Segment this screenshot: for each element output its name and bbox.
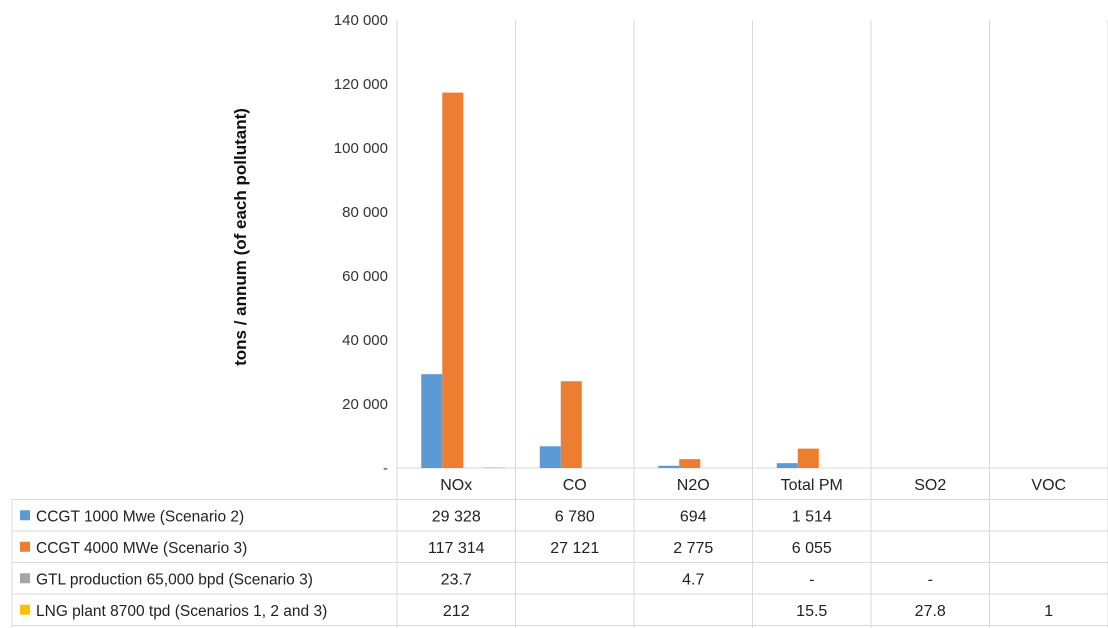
data-cell: 117 314	[428, 540, 485, 557]
data-cell: 4.7	[682, 571, 704, 588]
data-cell: 1	[1044, 603, 1053, 620]
data-cell: 6 780	[555, 508, 595, 525]
series-label: CCGT 4000 MWe (Scenario 3)	[36, 540, 247, 557]
bar-total-pm	[776, 463, 798, 468]
bar-co	[560, 381, 582, 468]
y-tick-label: 20 000	[342, 396, 388, 413]
y-tick-label: 80 000	[342, 204, 388, 221]
category-label: N2O	[677, 477, 710, 494]
bar-nox	[421, 374, 443, 468]
bar-n2o	[658, 465, 680, 468]
y-tick-label: 140 000	[334, 12, 388, 29]
series-label: LNG plant 8700 tpd (Scenarios 1, 2 and 3…	[36, 603, 327, 620]
y-tick-label: 100 000	[334, 140, 388, 157]
bar-total-pm	[797, 448, 819, 468]
data-cell: -	[928, 571, 933, 588]
legend-swatch	[20, 510, 30, 521]
data-table: NOx CO N2O Total PM SO2 VOC CCGT 1000 Mwe (Sce…	[11, 477, 1108, 628]
bar-n2o	[679, 459, 701, 468]
axes: - 20 000 40 000 60 000 80 000 100 000 120 000 1…	[334, 12, 1108, 628]
data-cell: -	[809, 571, 814, 588]
category-label: NOx	[440, 477, 472, 494]
category-label: Total PM	[781, 477, 843, 494]
legend-swatch	[20, 573, 30, 584]
series-label: GTL production 65,000 bpd (Scenario 3)	[36, 571, 313, 588]
category-label: VOC	[1031, 477, 1066, 494]
y-tick-label: -	[383, 460, 388, 477]
bar-co	[539, 446, 561, 468]
y-tick-label: 120 000	[334, 76, 388, 93]
data-cell: 6 055	[792, 540, 832, 557]
bar-nox	[484, 467, 506, 468]
y-tick-label: 60 000	[342, 268, 388, 285]
legend-swatch	[20, 541, 30, 552]
data-cell: 23.7	[441, 571, 472, 588]
data-cell: 15.5	[796, 603, 827, 620]
data-cell: 1 514	[792, 508, 832, 525]
legend-swatch	[20, 604, 30, 615]
data-cell: 29 328	[432, 508, 481, 525]
bars	[421, 92, 1098, 468]
y-axis-label: tons / annum (of each pollutant)	[231, 108, 250, 366]
data-cell: 27 121	[550, 540, 599, 557]
data-cell: 2 775	[673, 540, 713, 557]
series-label: CCGT 1000 Mwe (Scenario 2)	[36, 508, 244, 525]
bar-nox	[442, 92, 464, 468]
data-cell: 212	[443, 603, 470, 620]
data-cell: 694	[680, 508, 707, 525]
category-label: SO2	[914, 477, 946, 494]
data-cell: 27.8	[915, 603, 946, 620]
y-tick-label: 40 000	[342, 332, 388, 349]
category-label: CO	[563, 477, 587, 494]
